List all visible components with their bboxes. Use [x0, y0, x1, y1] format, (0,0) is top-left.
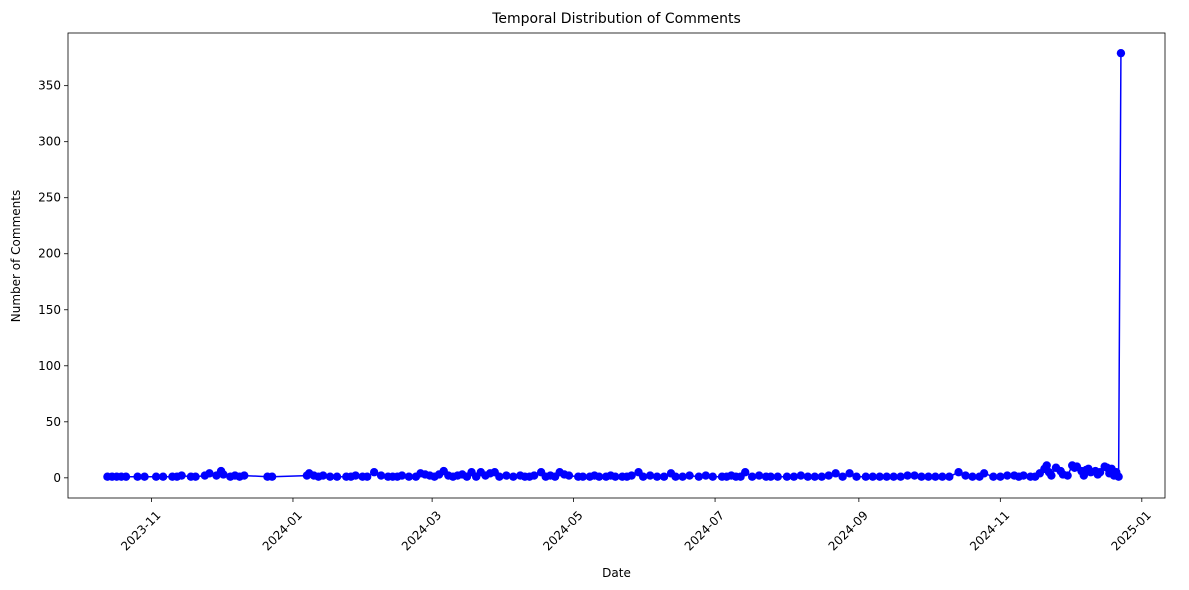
- data-point: [594, 472, 604, 481]
- data-point: [659, 472, 669, 481]
- data-point: [810, 472, 819, 481]
- data-point: [140, 472, 149, 481]
- data-point: [989, 472, 998, 481]
- data-point: [954, 468, 963, 477]
- data-point: [1063, 471, 1072, 480]
- data-point: [1116, 48, 1126, 58]
- data-point: [747, 472, 757, 481]
- data-point: [708, 472, 717, 481]
- data-point: [645, 471, 655, 480]
- data-point: [133, 472, 142, 481]
- data-point: [404, 472, 414, 481]
- x-axis-label: Date: [602, 566, 631, 580]
- data-point: [351, 471, 360, 480]
- y-tick-label: 150: [38, 303, 61, 317]
- data-point: [1042, 461, 1051, 470]
- data-point: [796, 471, 806, 480]
- data-point: [817, 472, 826, 481]
- data-point: [240, 471, 249, 480]
- data-point: [332, 472, 342, 481]
- y-tick-label: 300: [38, 135, 61, 149]
- data-point: [495, 472, 504, 481]
- data-point: [219, 470, 228, 479]
- data-point: [773, 472, 782, 481]
- data-point: [945, 472, 954, 481]
- data-point: [845, 469, 854, 478]
- data-point: [831, 469, 840, 478]
- data-point: [325, 472, 335, 481]
- data-point: [267, 472, 277, 481]
- data-point: [889, 472, 898, 481]
- data-point: [151, 472, 161, 481]
- data-point: [205, 469, 214, 478]
- data-point: [638, 472, 648, 481]
- data-point: [578, 472, 588, 481]
- data-point: [824, 471, 833, 480]
- data-point: [529, 471, 539, 480]
- y-tick-label: 200: [38, 247, 61, 261]
- data-point: [611, 472, 620, 481]
- data-point: [694, 472, 704, 481]
- data-point: [961, 471, 970, 480]
- data-point: [564, 471, 574, 480]
- data-point: [369, 468, 379, 477]
- data-point: [376, 471, 386, 480]
- data-point: [803, 472, 813, 481]
- chart-title: Temporal Distribution of Comments: [491, 11, 741, 27]
- data-point: [917, 472, 926, 481]
- y-tick-label: 0: [53, 471, 61, 485]
- data-point: [502, 471, 511, 480]
- data-point: [838, 472, 847, 481]
- data-point: [1003, 471, 1012, 480]
- data-point: [652, 472, 662, 481]
- data-point: [701, 471, 710, 480]
- data-point: [766, 472, 775, 481]
- data-point: [1095, 468, 1105, 477]
- data-point: [1114, 472, 1123, 481]
- data-point: [979, 469, 989, 478]
- data-point: [903, 471, 912, 480]
- data-point: [509, 472, 518, 481]
- data-point: [191, 472, 200, 481]
- data-point: [896, 472, 905, 481]
- data-point: [754, 471, 764, 480]
- data-point: [852, 472, 861, 481]
- data-point: [121, 472, 131, 481]
- data-point: [996, 472, 1005, 481]
- y-tick-label: 50: [46, 415, 61, 429]
- data-point: [177, 471, 186, 480]
- data-point: [789, 472, 799, 481]
- data-point: [685, 471, 694, 480]
- y-tick-label: 350: [38, 79, 61, 93]
- data-point: [882, 472, 891, 481]
- data-point: [910, 471, 919, 480]
- data-point: [678, 472, 687, 481]
- y-axis-ticks: 0 50 100 150 200 250 300 350: [38, 79, 68, 485]
- data-point: [1047, 471, 1056, 480]
- data-point: [741, 468, 750, 477]
- data-point: [968, 472, 977, 481]
- data-point: [397, 471, 407, 480]
- data-point: [362, 472, 372, 481]
- y-axis-label: Number of Comments: [9, 190, 23, 322]
- data-point: [875, 472, 884, 481]
- data-point: [782, 472, 792, 481]
- data-point: [671, 472, 680, 481]
- plot-area: [67, 32, 1166, 499]
- data-point: [1019, 471, 1028, 480]
- y-tick-label: 100: [38, 359, 61, 373]
- data-point: [318, 471, 328, 480]
- y-tick-label: 250: [38, 191, 61, 205]
- data-point: [924, 472, 933, 481]
- data-point: [938, 472, 947, 481]
- plot-frame: [67, 32, 1166, 499]
- data-point: [627, 471, 636, 480]
- data-point: [861, 472, 871, 481]
- data-point: [868, 472, 877, 481]
- data-point: [931, 472, 940, 481]
- data-point: [158, 472, 168, 481]
